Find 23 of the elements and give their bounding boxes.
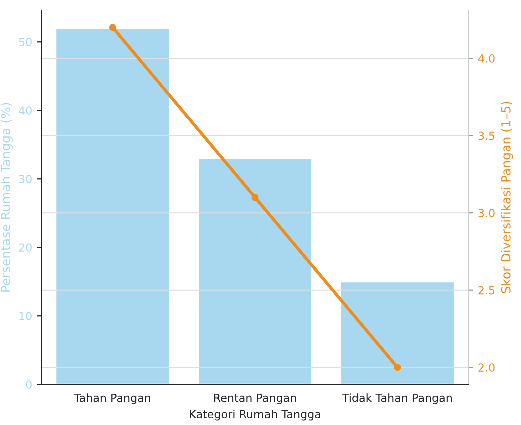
y2-tick-label: 2.0 xyxy=(478,364,495,372)
y2-axis-title: Skor Diversifikasi Pangan (1–5) xyxy=(501,102,514,294)
y-tick-label: 30 xyxy=(19,175,32,184)
bar xyxy=(340,281,456,385)
y2-tick-label: 4.0 xyxy=(478,54,495,63)
y2-tick-label: 2.5 xyxy=(478,286,495,295)
x-tick-label: Tidak Tahan Pangan xyxy=(342,394,452,404)
point xyxy=(109,24,116,32)
y2-tick-label: 3.5 xyxy=(478,132,495,140)
y-tick-label: 50 xyxy=(19,38,32,47)
x-axis-title: Kategori Rumah Tangga xyxy=(190,410,320,421)
y-tick-label: 40 xyxy=(19,106,32,116)
x-tick-label: Rentan Pangan xyxy=(214,394,296,404)
bar xyxy=(198,158,313,385)
x-tick-label: Tahan Pangan xyxy=(74,394,151,404)
bar xyxy=(55,28,171,385)
y-axis-title: Persentase Rumah Tangga (%) xyxy=(0,103,13,292)
y2-tick-label: 3.0 xyxy=(478,209,495,218)
y-tick-label: 10 xyxy=(20,312,32,321)
y-tick-label: 0 xyxy=(26,380,32,390)
point xyxy=(252,194,259,202)
point xyxy=(394,364,402,372)
y-tick-label: 20 xyxy=(19,244,32,252)
